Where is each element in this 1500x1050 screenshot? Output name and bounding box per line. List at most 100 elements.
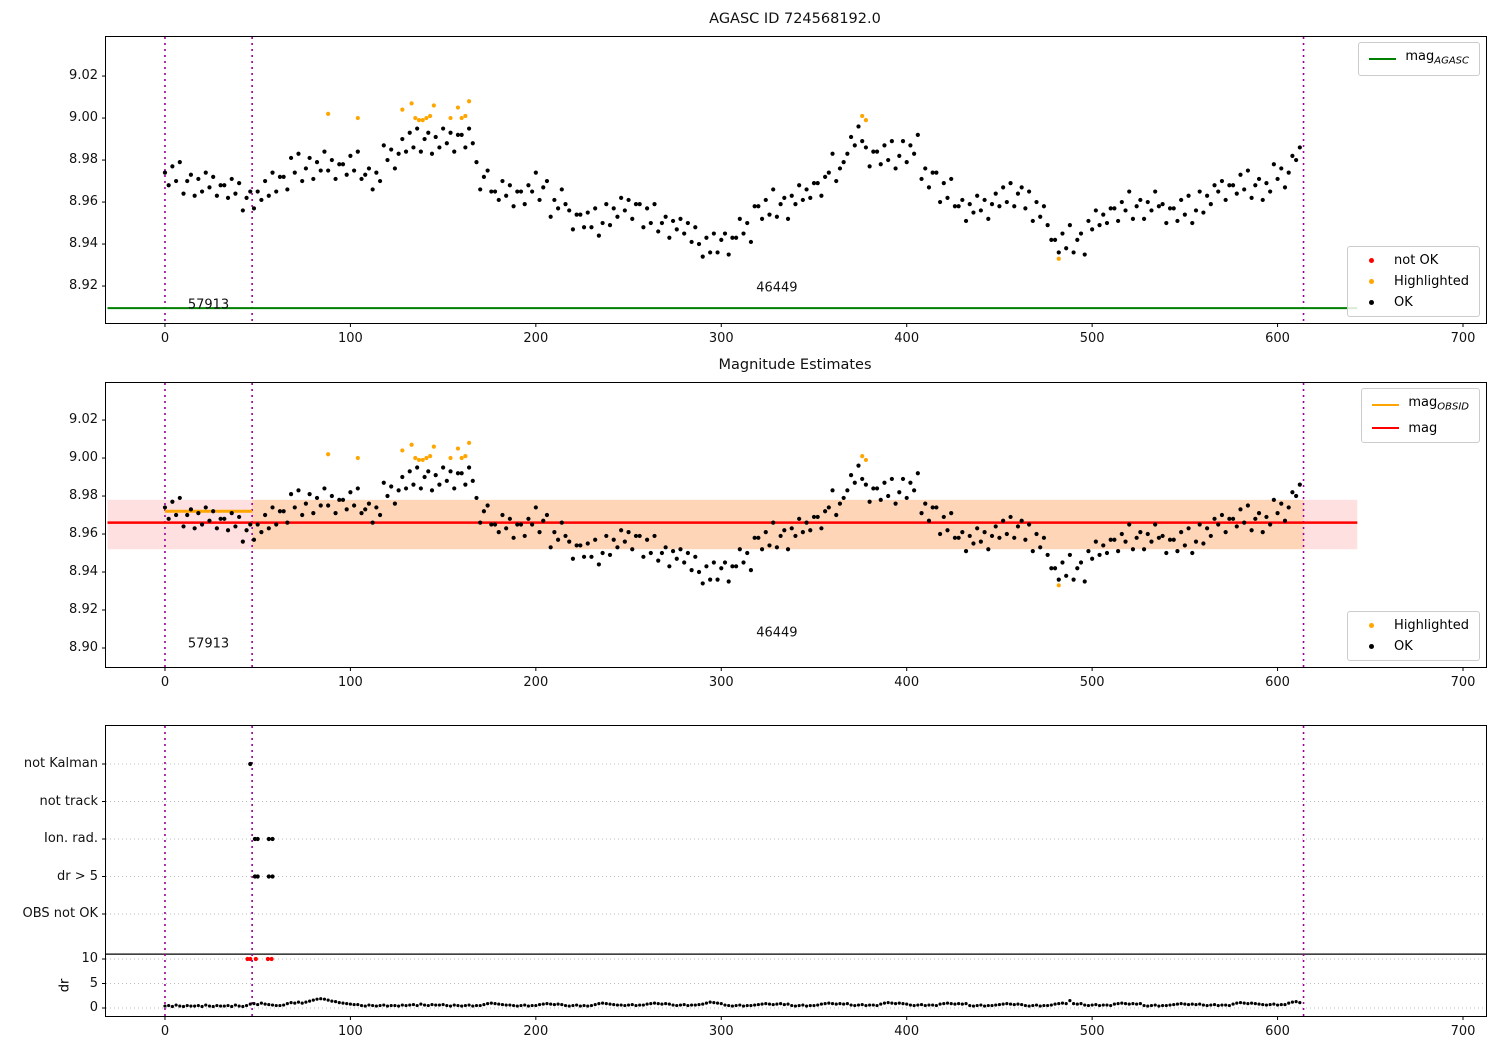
x-tick-label: 0	[160, 1024, 170, 1039]
obsid-error-band	[252, 499, 1304, 550]
ok-dot-swatch	[1369, 300, 1375, 305]
dr-tick-label: 0	[89, 1000, 98, 1015]
y-tick-label: 9.00	[69, 450, 98, 466]
y-tick-label: 8.90	[69, 640, 98, 655]
legend-item-highlighted: Highlighted	[1358, 617, 1469, 634]
x-tick-label: 300	[708, 1024, 734, 1039]
x-tick-label: 300	[708, 331, 734, 346]
x-tick-label: 700	[1450, 331, 1476, 346]
middle-legend-lines: magOBSID mag	[1361, 388, 1480, 443]
middle-plot: magOBSID mag Highlighted OK 57913 46449 …	[69, 382, 1487, 690]
x-tick-label: 400	[894, 331, 920, 346]
flags-dr-canvas	[102, 726, 1486, 1020]
category-gridlines	[106, 763, 1486, 1009]
flag-points	[248, 761, 275, 879]
x-tick-label: 100	[337, 675, 363, 690]
ok-dot-swatch	[1369, 644, 1375, 649]
x-tick-label: 700	[1450, 675, 1476, 690]
category-label-3: dr > 5	[56, 868, 98, 884]
category-label-0: not Kalman	[23, 756, 98, 771]
top-plot: magAGASC not OK Highlighted OK 57913 464…	[69, 36, 1487, 346]
legend-label: not OK	[1394, 253, 1439, 268]
top-legend-markers: not OK Highlighted OK	[1347, 246, 1480, 317]
x-tick-label: 400	[894, 1024, 920, 1039]
x-tick-label: 0	[160, 675, 170, 690]
x-tick-label: 500	[1079, 331, 1105, 346]
x-tick-label: 600	[1265, 675, 1290, 690]
mag-error-band	[107, 499, 1358, 550]
highlighted-points	[326, 99, 1061, 261]
y-tick-label: 8.98	[69, 488, 98, 504]
x-tick-label: 500	[1079, 675, 1105, 690]
not-ok-dot-swatch	[1369, 258, 1375, 263]
dr-tick-label: 10	[81, 951, 98, 966]
axis-ticks	[102, 419, 1464, 671]
x-tick-label: 700	[1450, 1024, 1476, 1039]
mag-agasc-line-swatch	[1369, 57, 1397, 60]
highlighted-dot-swatch	[1369, 279, 1375, 284]
category-label-4: OBS not OK	[22, 906, 99, 921]
x-tick-label: 100	[337, 331, 363, 346]
y-tick-label: 8.96	[69, 526, 98, 542]
y-tick-label: 8.94	[69, 236, 98, 252]
legend-item-mag-obsid: magOBSID	[1372, 394, 1469, 416]
middle-plot-title: Magnitude Estimates	[718, 357, 872, 373]
category-label-2: Ion. rad.	[44, 831, 98, 846]
annotation-obsid-46449: 46449	[756, 280, 798, 296]
dr-trace-points	[163, 997, 1302, 1009]
legend-item-mag: mag	[1372, 420, 1469, 437]
legend-label: Highlighted	[1394, 274, 1469, 289]
y-tick-label: 8.92	[69, 602, 98, 617]
x-tick-label: 100	[337, 1024, 363, 1039]
legend-label: OK	[1394, 639, 1413, 654]
x-tick-label: 500	[1079, 1024, 1105, 1039]
middle-plot-canvas	[102, 383, 1464, 671]
legend-label: mag	[1408, 420, 1438, 436]
axis-ticks	[102, 75, 1464, 327]
y-tick-label: 9.02	[69, 68, 98, 84]
y-tick-label: 8.96	[69, 194, 98, 210]
ok-points	[162, 124, 1302, 259]
top-plot-canvas	[102, 37, 1464, 327]
y-tick-label: 9.00	[69, 110, 98, 126]
annotation-obsid-46449: 46449	[756, 625, 798, 641]
legend-item-highlighted: Highlighted	[1358, 273, 1469, 290]
x-tick-label: 0	[160, 331, 170, 346]
x-tick-label: 300	[708, 675, 734, 690]
x-tick-label: 600	[1265, 331, 1290, 346]
obsid-boundary-vlines	[164, 726, 1305, 1016]
legend-item-mag-agasc: magAGASC	[1369, 48, 1469, 70]
annotation-obsid-57913: 57913	[187, 297, 230, 313]
y-tick-label: 9.02	[69, 412, 98, 428]
x-tick-label: 400	[894, 675, 920, 690]
highlighted-points	[326, 440, 1061, 588]
flags-dr-plot: dr 0 100 200 300 400 500 600 700 not Kalman not t…	[23, 725, 1487, 1039]
y-tick-label: 8.98	[69, 152, 98, 168]
annotation-obsid-57913: 57913	[187, 636, 230, 652]
x-tick-label: 600	[1265, 1024, 1290, 1039]
y-tick-label: 8.92	[69, 278, 98, 294]
legend-label: magAGASC	[1405, 49, 1469, 67]
dr-tick-label: 5	[89, 975, 98, 991]
legend-label: Highlighted	[1394, 618, 1469, 633]
legend-item-not-ok: not OK	[1358, 252, 1469, 269]
legend-item-ok: OK	[1358, 294, 1469, 311]
x-tick-label: 200	[523, 331, 549, 346]
mag-line-swatch	[1372, 427, 1400, 430]
top-legend-line: magAGASC	[1358, 42, 1480, 76]
axis-ticks	[102, 763, 1464, 1020]
legend-label: OK	[1394, 295, 1413, 310]
dr-not-ok-points	[245, 956, 274, 962]
middle-legend-markers: Highlighted OK	[1347, 611, 1480, 661]
x-tick-label: 200	[523, 1024, 549, 1039]
legend-label: magOBSID	[1408, 395, 1469, 413]
ok-points	[162, 463, 1302, 586]
top-plot-title: AGASC ID 724568192.0	[709, 11, 881, 27]
mag-obsid-line-swatch	[1372, 403, 1400, 406]
legend-item-ok: OK	[1358, 638, 1469, 655]
highlighted-dot-swatch	[1369, 623, 1375, 628]
category-label-1: not track	[39, 793, 98, 809]
y-tick-label: 8.94	[69, 564, 98, 580]
x-tick-label: 200	[523, 675, 549, 690]
